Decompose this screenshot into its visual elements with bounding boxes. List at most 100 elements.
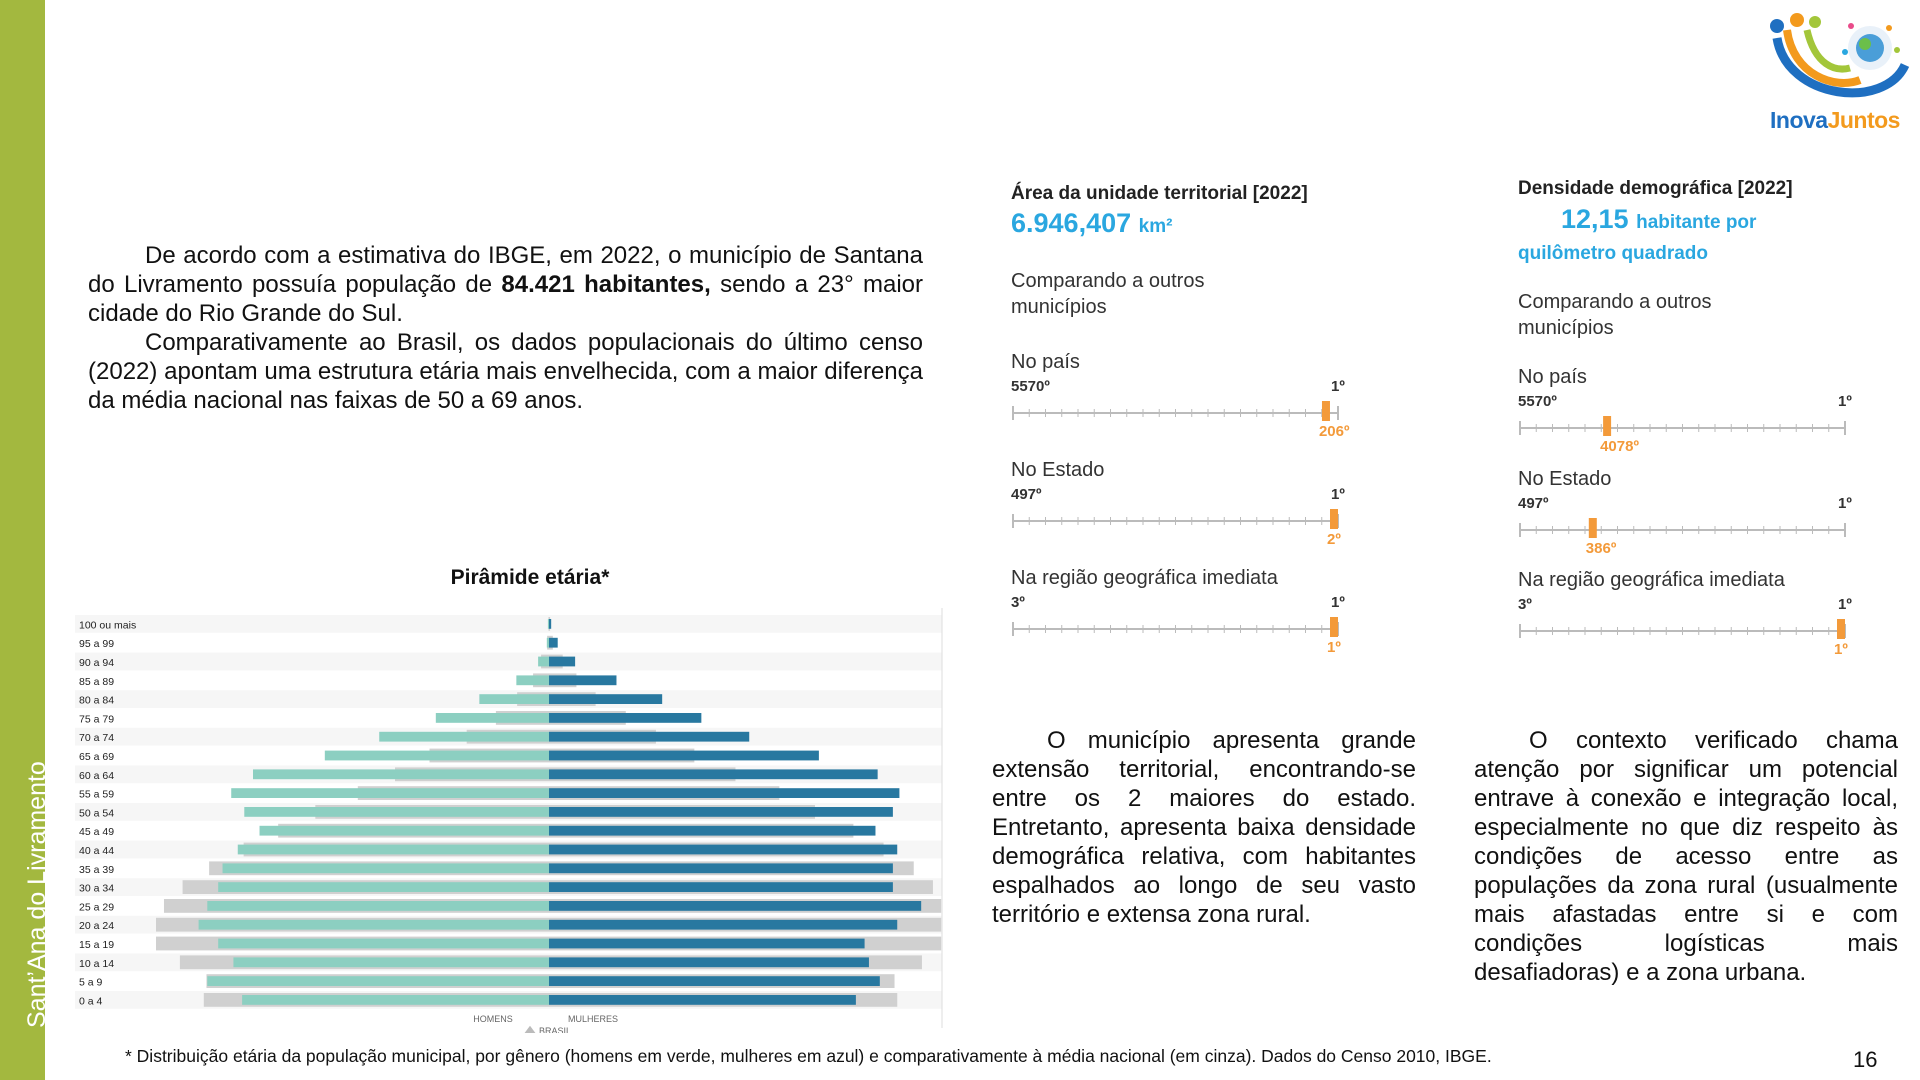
- age-group-label: 35 a 39: [79, 864, 114, 876]
- women-bar: [549, 976, 880, 986]
- density-rank-label: No Estado: [1518, 468, 1612, 490]
- women-bar: [549, 844, 898, 855]
- age-group-label: 25 a 29: [79, 901, 114, 913]
- women-bar: [549, 938, 865, 949]
- area-rank-total: 3º: [1011, 594, 1025, 611]
- men-bar: [231, 788, 549, 798]
- women-bar: [549, 675, 617, 686]
- intro-paragraph-2: Comparativamente ao Brasil, os dados pop…: [88, 329, 923, 414]
- age-group-label: 20 a 24: [79, 920, 114, 932]
- density-value: 12,15 habitante por: [1561, 204, 1757, 234]
- sidebar-title: Sant’Ana do Livramento: [23, 761, 51, 1028]
- density-rank-position: 386º: [1585, 540, 1617, 557]
- chart-row-band: [75, 652, 942, 671]
- men-bar: [218, 938, 550, 949]
- area-heading: Área da unidade territorial [2022]: [1011, 183, 1308, 204]
- men-bar: [547, 619, 549, 629]
- chart-title: Pirâmide etária*: [450, 566, 610, 589]
- logo-text: InovaJuntos: [1770, 107, 1900, 133]
- women-bar: [549, 825, 876, 836]
- area-rank-marker: [1330, 509, 1338, 529]
- men-bar: [546, 637, 549, 648]
- age-group-label: 95 a 99: [79, 638, 114, 650]
- men-bar: [253, 769, 549, 780]
- women-bar: [549, 882, 893, 892]
- density-rank-scale: [1519, 416, 1846, 436]
- age-group-label: 10 a 14: [79, 958, 114, 970]
- area-compare: Comparando a outros municípios: [1011, 270, 1205, 318]
- density-rank-marker: [1603, 416, 1612, 436]
- men-bar: [244, 807, 549, 817]
- area-rank-label: No país: [1011, 351, 1080, 373]
- age-group-label: 15 a 19: [79, 939, 114, 951]
- men-bar: [207, 976, 549, 986]
- area-value: 6.946,407 km²: [1011, 208, 1173, 238]
- density-rank-label: No país: [1518, 366, 1587, 388]
- men-bar: [324, 750, 549, 761]
- chart-row-band: [75, 671, 942, 690]
- men-bar: [259, 825, 549, 836]
- area-rank-marker: [1321, 401, 1330, 421]
- density-rank-marker: [1588, 518, 1597, 538]
- density-rank-first: 1º: [1838, 393, 1852, 410]
- age-group-label: 75 a 79: [79, 713, 114, 725]
- area-rank-position: 1º: [1327, 639, 1341, 656]
- area-rank-total: 497º: [1011, 486, 1042, 503]
- chart-row-band: [75, 615, 942, 633]
- women-bar: [549, 957, 869, 968]
- legend-brasil-icon: [524, 1025, 536, 1033]
- area-rank-marker: [1330, 617, 1338, 637]
- area-rank-first: 1º: [1331, 594, 1345, 611]
- men-bar: [516, 675, 549, 686]
- area-rank-scale: [1012, 617, 1339, 637]
- legend-brasil-label: BRASIL: [539, 1026, 571, 1033]
- age-group-label: 0 a 4: [79, 995, 103, 1007]
- density-rank-first: 1º: [1838, 596, 1852, 613]
- age-group-label: 60 a 64: [79, 770, 114, 782]
- women-bar: [549, 619, 552, 629]
- women-bar: [549, 807, 893, 817]
- age-group-label: 30 a 34: [79, 883, 114, 895]
- area-rank-total: 5570º: [1011, 378, 1050, 395]
- men-bar: [379, 731, 549, 742]
- women-bar: [549, 731, 750, 742]
- area-rank-first: 1º: [1331, 486, 1345, 503]
- context-text: O contexto verificado chama atenção por …: [1474, 727, 1898, 986]
- women-bar: [549, 694, 663, 704]
- page-number: 16: [1853, 1047, 1878, 1072]
- men-bar: [198, 919, 549, 930]
- area-rank-position: 206º: [1318, 423, 1350, 440]
- density-rank-scale: [1519, 619, 1846, 639]
- men-bar: [237, 844, 549, 855]
- area-rank-label: No Estado: [1011, 459, 1105, 481]
- age-group-label: 5 a 9: [79, 977, 103, 989]
- women-bar: [549, 637, 558, 648]
- density-compare: Comparando a outros municípios: [1518, 291, 1712, 339]
- women-bar: [549, 919, 898, 930]
- women-bar: [549, 788, 900, 798]
- legend-women-label: MULHERES: [568, 1014, 618, 1024]
- density-rank-label: Na região geográfica imediata: [1518, 569, 1785, 591]
- population-pyramid-chart: 100 ou mais 95 a 99 90 a 94 85 a 89 80 a 84 7…: [75, 608, 943, 1033]
- men-bar: [242, 995, 549, 1005]
- area-rank-label: Na região geográfica imediata: [1011, 567, 1278, 589]
- density-rank-scale: [1519, 518, 1846, 538]
- age-group-label: 65 a 69: [79, 751, 114, 763]
- women-bar: [549, 656, 576, 667]
- intro-text: De acordo com a estimativa do IBGE, em 2…: [88, 241, 923, 415]
- women-bar: [549, 769, 878, 780]
- density-rank-total: 3º: [1518, 596, 1532, 613]
- men-bar: [435, 713, 549, 723]
- women-bar: [549, 750, 819, 761]
- age-group-label: 80 a 84: [79, 695, 114, 707]
- age-group-label: 55 a 59: [79, 789, 114, 801]
- density-rank-marker: [1837, 619, 1845, 639]
- men-bar: [218, 882, 550, 892]
- men-bar: [222, 863, 549, 874]
- men-bar: [479, 694, 549, 704]
- territory-text: O município apresenta grande extensão te…: [992, 727, 1416, 928]
- area-rank-scale: [1012, 401, 1339, 421]
- area-rank-first: 1º: [1331, 378, 1345, 395]
- age-group-label: 70 a 74: [79, 732, 114, 744]
- women-bar: [549, 863, 893, 874]
